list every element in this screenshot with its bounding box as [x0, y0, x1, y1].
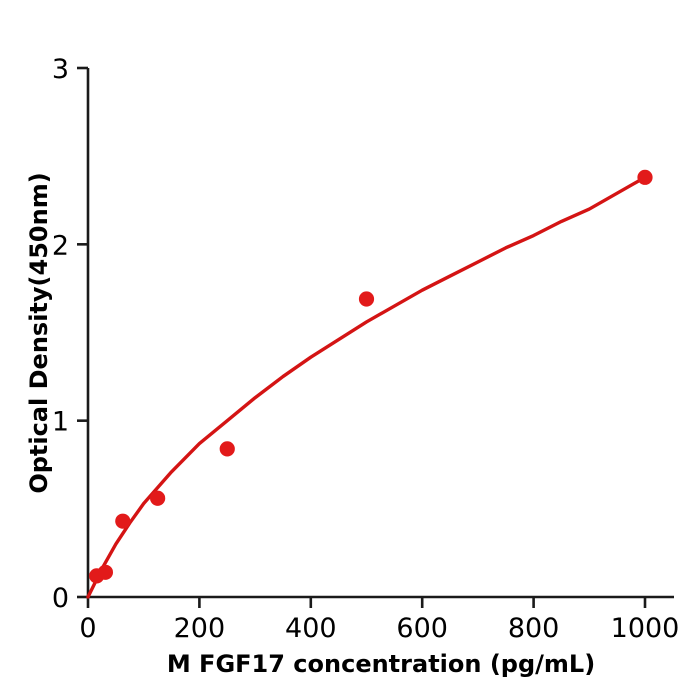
- data-point: [97, 564, 114, 580]
- y-axis-title: Optical Density(450nm): [25, 172, 53, 493]
- x-tick-label: 400: [285, 613, 337, 644]
- x-axis-ticks: [86, 597, 647, 608]
- y-tick-label: 1: [52, 407, 69, 438]
- y-tick-label: 2: [52, 230, 69, 261]
- x-axis-tick-labels: 0 200 400 600 800 1000: [79, 613, 679, 644]
- data-point-series: [89, 169, 653, 584]
- y-tick-label: 0: [52, 583, 69, 614]
- y-axis-tick-labels: 0 1 2 3: [52, 54, 69, 614]
- x-tick-label: 800: [508, 613, 560, 644]
- data-point: [219, 441, 235, 457]
- x-axis-title: M FGF17 concentration (pg/mL): [167, 650, 595, 678]
- x-tick-label: 200: [174, 613, 226, 644]
- data-point: [115, 513, 131, 529]
- x-tick-label: 600: [396, 613, 448, 644]
- data-point: [358, 291, 375, 307]
- y-tick-label: 3: [52, 54, 69, 85]
- data-point: [637, 169, 653, 185]
- x-tick-label: 0: [79, 613, 96, 644]
- y-axis-ticks: [77, 66, 88, 599]
- data-point: [150, 490, 166, 506]
- x-tick-label: 1000: [611, 613, 680, 644]
- fitted-curve: [86, 175, 647, 599]
